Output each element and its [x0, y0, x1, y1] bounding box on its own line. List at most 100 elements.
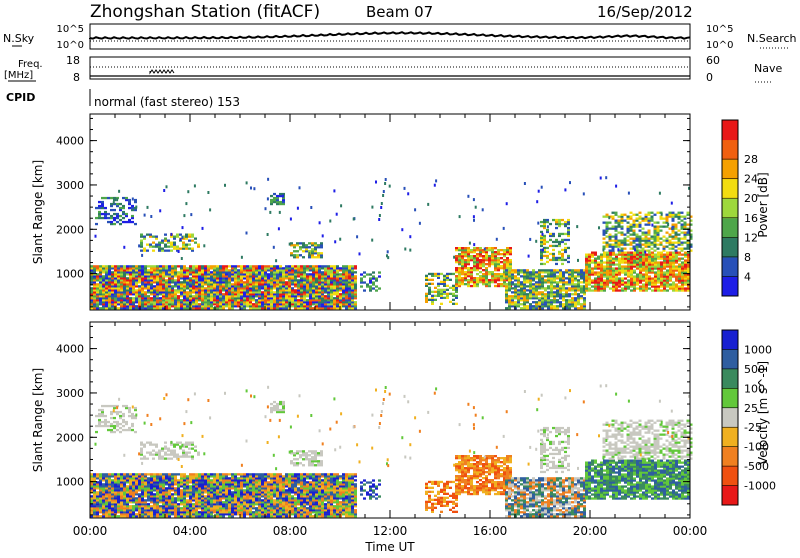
power-cell [648, 238, 651, 240]
power-cell [186, 297, 189, 299]
power-cell [553, 307, 556, 309]
velocity-cell [147, 505, 150, 507]
power-cell [630, 271, 633, 273]
power-cell [621, 287, 624, 289]
power-cell [276, 197, 279, 199]
power-cell [131, 215, 134, 217]
power-cell [228, 287, 231, 289]
power-cell [273, 275, 276, 277]
power-cell [517, 277, 520, 279]
velocity-cell [102, 485, 105, 487]
power-cell [675, 267, 678, 269]
velocity-cell [141, 479, 144, 481]
power-cell [105, 307, 108, 309]
power-cell [564, 223, 567, 225]
power-cell [126, 303, 129, 305]
nsky-line [90, 32, 690, 39]
power-cell [318, 277, 321, 279]
power-cell [156, 307, 159, 309]
power-cell [185, 202, 187, 205]
power-cell [296, 242, 299, 244]
power-cell [156, 303, 159, 305]
power-cell [213, 267, 216, 269]
velocity-cell [141, 515, 144, 517]
power-cell [636, 240, 639, 242]
power-cell [464, 251, 467, 253]
power-cell [276, 303, 279, 305]
power-cell [606, 228, 609, 230]
velocity-cell [129, 483, 132, 485]
power-cell [156, 297, 159, 299]
power-cell [678, 275, 681, 277]
power-cell [624, 254, 627, 256]
power-cell [505, 299, 508, 301]
power-cell [660, 285, 663, 287]
velocity-cell [162, 503, 165, 505]
velocity-cell [165, 499, 168, 501]
power-cell [95, 207, 98, 209]
power-cell [517, 273, 520, 275]
power-cell [627, 263, 630, 265]
power-cell [306, 301, 309, 303]
power-cell [120, 289, 123, 291]
power-cell [449, 287, 452, 289]
power-cell [654, 261, 657, 263]
power-cell [678, 234, 681, 236]
power-cell [164, 238, 167, 240]
power-cell [467, 271, 470, 273]
power-cell [171, 271, 174, 273]
power-cell [216, 277, 219, 279]
power-cell [162, 299, 165, 301]
power-cell [267, 277, 270, 279]
power-cell [621, 220, 624, 222]
velocity-cell [96, 485, 99, 487]
power-cell [318, 279, 321, 281]
power-cell [470, 259, 473, 261]
power-cell [505, 297, 508, 299]
power-cell [467, 261, 470, 263]
power-cell [306, 273, 309, 275]
velocity-cell [150, 507, 153, 509]
power-cell [147, 289, 150, 291]
power-cell [150, 281, 153, 283]
power-cell [225, 289, 228, 291]
power-cell [333, 269, 336, 271]
power-cell [497, 277, 500, 279]
power-cell [666, 279, 669, 281]
power-cell [660, 216, 663, 218]
power-cell [687, 246, 690, 248]
power-cell [482, 277, 485, 279]
power-cell [351, 295, 354, 297]
velocity-cell [117, 499, 120, 501]
velocity-cell [147, 481, 150, 483]
power-cell [111, 265, 114, 267]
power-cell [144, 271, 147, 273]
power-cell [153, 277, 156, 279]
velocity-cell [171, 489, 174, 491]
power-cell [174, 267, 177, 269]
power-cell [279, 289, 282, 291]
power-cell [597, 271, 600, 273]
power-cell [585, 273, 588, 275]
power-cell [123, 295, 126, 297]
power-cell [299, 242, 302, 244]
power-cell [155, 244, 158, 246]
power-cell [583, 301, 586, 303]
power-cell [120, 295, 123, 297]
power-cell [201, 299, 204, 301]
power-cell [431, 283, 434, 285]
power-cell [585, 258, 588, 260]
velocity-cell [108, 499, 111, 501]
power-cell [464, 259, 467, 261]
velocity-cell [162, 489, 165, 491]
power-cell [529, 297, 532, 299]
velocity-cell [120, 491, 123, 493]
power-cell [270, 299, 273, 301]
power-cell [500, 267, 503, 269]
power-cell [183, 277, 186, 279]
power-cell [216, 275, 219, 277]
power-cell [523, 287, 526, 289]
power-cell [538, 285, 541, 287]
power-cell [153, 289, 156, 291]
power-cell [345, 297, 348, 299]
